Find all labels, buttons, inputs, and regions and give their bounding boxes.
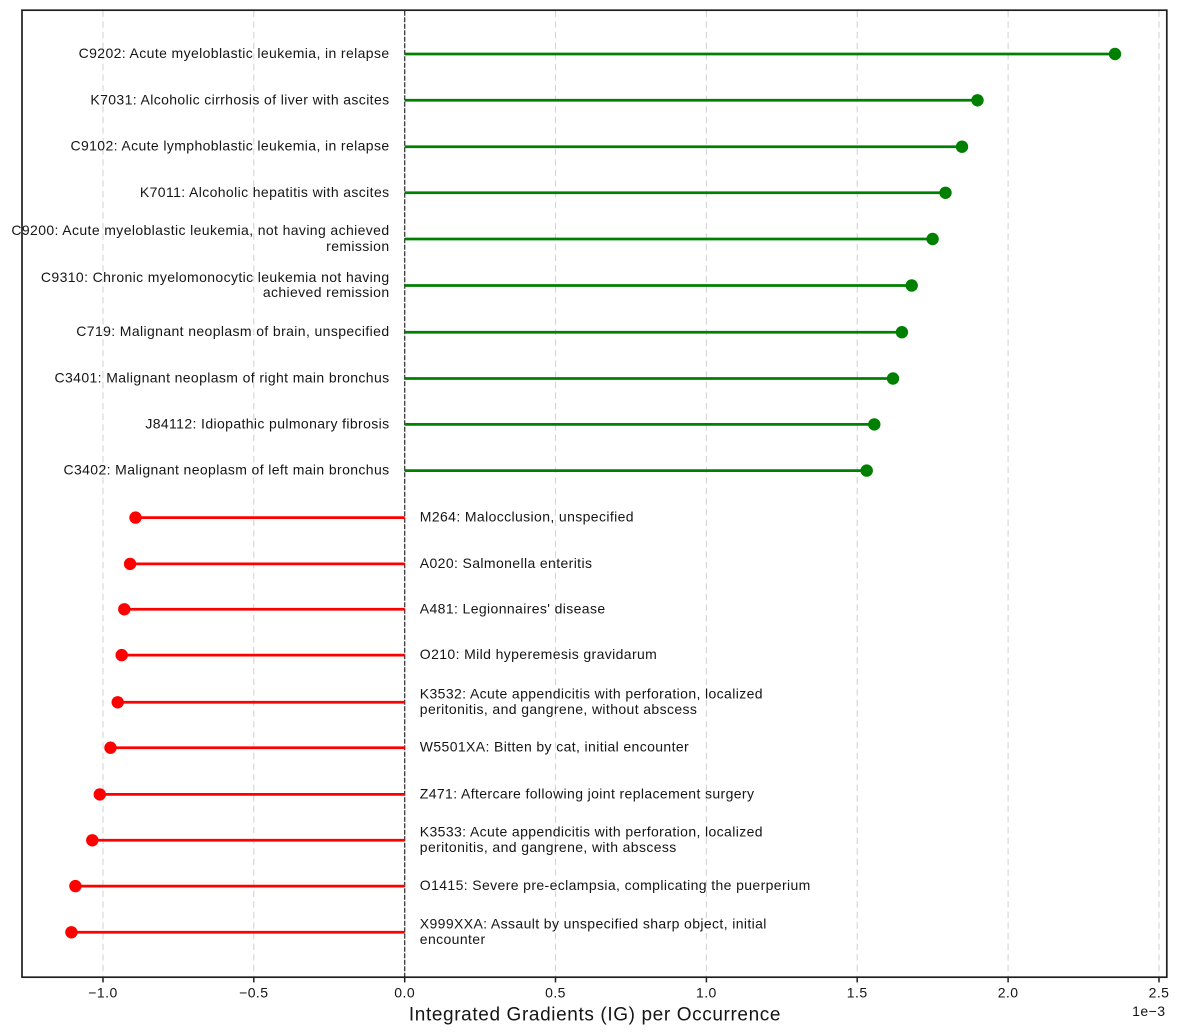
svg-text:peritonitis, and gangrene, wit: peritonitis, and gangrene, without absce… xyxy=(420,701,697,717)
svg-text:C719: Malignant neoplasm of br: C719: Malignant neoplasm of brain, unspe… xyxy=(76,323,389,339)
svg-text:achieved remission: achieved remission xyxy=(263,284,390,300)
svg-text:encounter: encounter xyxy=(420,931,486,947)
svg-text:O210: Mild hyperemesis gravida: O210: Mild hyperemesis gravidarum xyxy=(420,646,657,662)
svg-text:Integrated Gradients (IG) per: Integrated Gradients (IG) per Occurrence xyxy=(409,1004,781,1025)
svg-text:W5501XA: Bitten by cat, initia: W5501XA: Bitten by cat, initial encounte… xyxy=(420,739,689,755)
svg-text:C3402: Malignant neoplasm of l: C3402: Malignant neoplasm of left main b… xyxy=(63,462,389,478)
svg-text:−0.5: −0.5 xyxy=(239,985,268,1001)
svg-text:peritonitis, and gangrene, wit: peritonitis, and gangrene, with abscess xyxy=(420,839,677,855)
svg-text:0.0: 0.0 xyxy=(394,985,415,1001)
svg-text:remission: remission xyxy=(326,238,389,254)
svg-text:J84112: Idiopathic pulmonary f: J84112: Idiopathic pulmonary fibrosis xyxy=(145,415,389,431)
svg-text:1.5: 1.5 xyxy=(847,985,868,1001)
svg-text:2.5: 2.5 xyxy=(1149,985,1170,1001)
svg-text:C9310: Chronic myelomonocytic: C9310: Chronic myelomonocytic leukemia n… xyxy=(41,269,390,285)
svg-text:X999XXA: Assault by unspecifie: X999XXA: Assault by unspecified sharp ob… xyxy=(420,916,767,932)
svg-text:1e−3: 1e−3 xyxy=(1132,1003,1165,1019)
svg-text:K7011: Alcoholic hepatitis wit: K7011: Alcoholic hepatitis with ascites xyxy=(140,184,390,200)
svg-text:C9200: Acute myeloblastic leuk: C9200: Acute myeloblastic leukemia, not … xyxy=(11,222,389,238)
svg-text:2.0: 2.0 xyxy=(998,985,1019,1001)
svg-text:−1.0: −1.0 xyxy=(88,985,117,1001)
svg-text:1.0: 1.0 xyxy=(696,985,717,1001)
svg-text:C9202: Acute myeloblastic leuk: C9202: Acute myeloblastic leukemia, in r… xyxy=(79,45,390,61)
svg-text:M264: Malocclusion, unspecifie: M264: Malocclusion, unspecified xyxy=(420,509,634,525)
svg-text:A020: Salmonella enteritis: A020: Salmonella enteritis xyxy=(420,555,593,571)
svg-text:K3533: Acute appendicitis with: K3533: Acute appendicitis with perforati… xyxy=(420,824,763,840)
svg-text:Z471: Aftercare following join: Z471: Aftercare following joint replacem… xyxy=(420,785,755,801)
svg-text:K7031: Alcoholic cirrhosis of: K7031: Alcoholic cirrhosis of liver with… xyxy=(90,91,389,107)
svg-text:C9102: Acute lymphoblastic leu: C9102: Acute lymphoblastic leukemia, in … xyxy=(70,138,389,154)
svg-text:C3401: Malignant neoplasm of r: C3401: Malignant neoplasm of right main … xyxy=(55,370,390,386)
svg-text:O1415: Severe pre-eclampsia, c: O1415: Severe pre-eclampsia, complicatin… xyxy=(420,877,811,893)
svg-text:A481: Legionnaires' disease: A481: Legionnaires' disease xyxy=(420,600,606,616)
svg-text:0.5: 0.5 xyxy=(545,985,566,1001)
svg-text:K3532: Acute appendicitis with: K3532: Acute appendicitis with perforati… xyxy=(420,686,763,702)
